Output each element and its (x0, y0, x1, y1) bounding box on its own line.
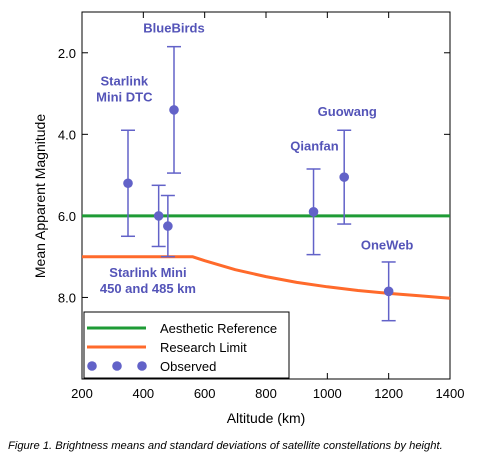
legend: Aesthetic Reference Research Limit Observe… (83, 311, 290, 379)
reference-lines (82, 214, 451, 300)
research-limit-line (82, 255, 451, 300)
legend-label: Observed (160, 359, 216, 374)
brightness-chart: 2.0 4.0 6.0 8.0 200 400 600 800 1000 1200 1400 Bl… (32, 11, 465, 426)
annotation-label: Starlink (100, 73, 148, 88)
annotation-label: 450 and 485 km (100, 281, 196, 296)
observed-point (163, 221, 173, 231)
x-tick-label: 200 (71, 386, 93, 401)
y-axis-label: Mean Apparent Magnitude (32, 114, 48, 278)
y-tick-label: 6.0 (58, 209, 76, 224)
x-tick-label: 1000 (313, 386, 342, 401)
annotation-label: BlueBirds (143, 20, 204, 35)
x-tick-label: 800 (255, 386, 277, 401)
x-tick-label: 1200 (374, 386, 403, 401)
x-axis-label: Altitude (km) (227, 410, 306, 426)
legend-marker (87, 361, 97, 371)
observed-point (339, 172, 350, 182)
observed-point (308, 207, 319, 217)
observed-point (123, 178, 133, 189)
legend-marker (137, 361, 147, 371)
y-tick-label: 4.0 (58, 127, 76, 142)
annotation-label: Mini DTC (96, 89, 153, 104)
y-tick-label: 2.0 (58, 46, 76, 61)
x-tick-label: 600 (194, 386, 216, 401)
annotation-label: Guowang (318, 104, 377, 119)
annotation-label: Starlink Mini (109, 265, 186, 280)
x-tick-label: 400 (132, 386, 154, 401)
observed-point (169, 105, 179, 115)
x-tick-label: 1400 (436, 386, 465, 401)
legend-label: Aesthetic Reference (160, 321, 277, 336)
legend-marker (112, 361, 122, 371)
figure-caption: Figure 1. Brightness means and standard … (8, 440, 443, 452)
observed-point (383, 286, 394, 297)
legend-label: Research Limit (160, 340, 247, 355)
observed-point (153, 211, 164, 221)
annotation-label: Qianfan (290, 139, 338, 154)
annotation-label: OneWeb (361, 238, 414, 253)
observed-points (123, 105, 394, 297)
y-tick-label: 8.0 (58, 290, 76, 305)
